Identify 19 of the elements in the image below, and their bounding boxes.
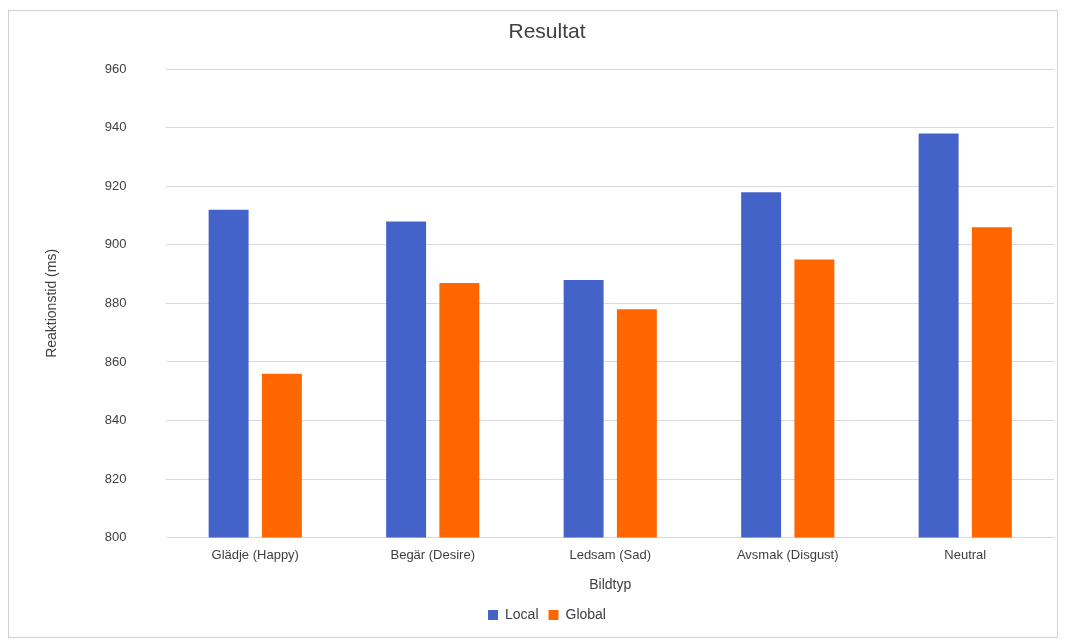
- x-tick-label: Neutral: [944, 546, 987, 562]
- legend-label: Local: [505, 605, 539, 622]
- y-tick-label: 960: [104, 60, 127, 76]
- y-tick-label: 880: [104, 294, 127, 310]
- y-tick-label: 920: [104, 177, 127, 193]
- x-tick-label: Glädje (Happy): [211, 546, 299, 562]
- chart-title: Resultat: [508, 19, 586, 43]
- x-tick-label: Ledsam (Sad): [569, 546, 652, 562]
- x-tick-label: Avsmak (Disgust): [736, 546, 839, 562]
- y-axis-title: Reaktionstid (ms): [43, 248, 60, 358]
- y-tick-label: 840: [104, 412, 127, 428]
- y-tick-label: 940: [104, 119, 127, 135]
- legend-label: Global: [565, 605, 606, 622]
- y-tick-label: 900: [104, 236, 127, 252]
- x-tick-label: Begär (Desire): [390, 546, 476, 562]
- y-tick-label: 800: [104, 529, 127, 545]
- y-tick-label: 860: [104, 353, 127, 369]
- x-axis-title: Bildtyp: [589, 576, 632, 593]
- y-tick-label: 820: [104, 470, 127, 486]
